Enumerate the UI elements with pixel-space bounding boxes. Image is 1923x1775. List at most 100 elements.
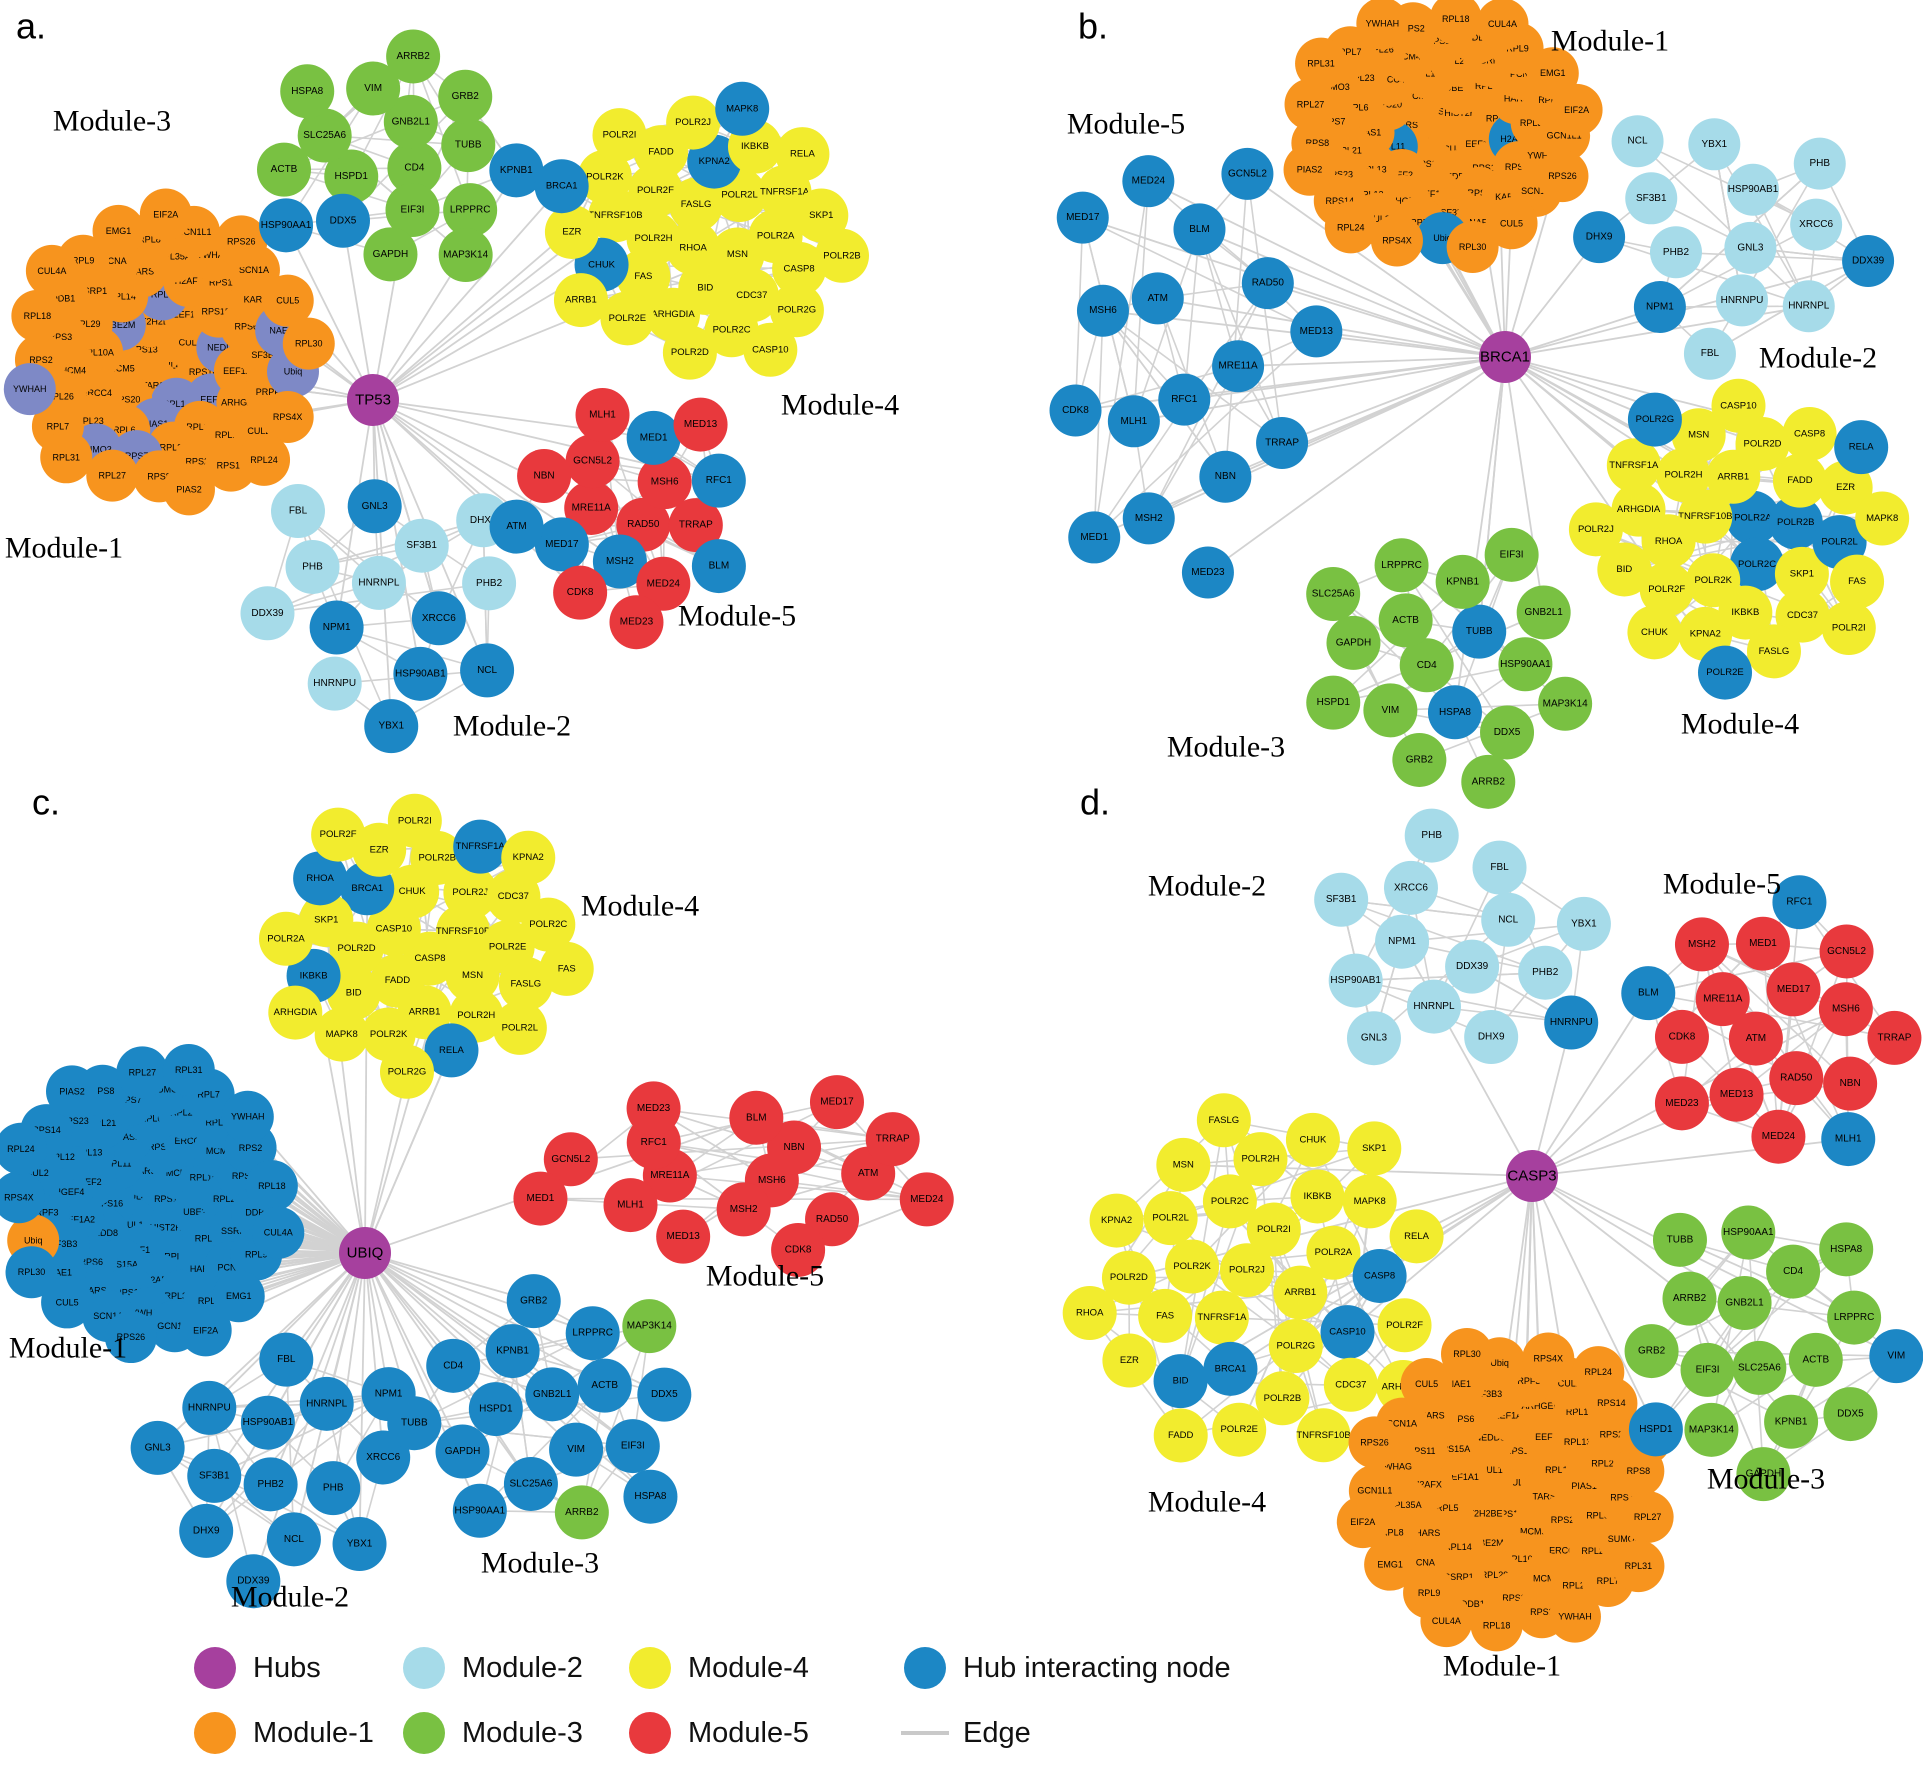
node-label-PIAS1: PIAS1 bbox=[114, 1132, 140, 1142]
node-circle-RPS4X bbox=[1370, 214, 1423, 267]
hub-edge bbox=[1207, 356, 1506, 574]
node-label-RPL6: RPL6 bbox=[140, 1113, 163, 1123]
node-label-ARHGEF4: ARHGEF4 bbox=[1383, 196, 1426, 206]
node-circle-NBN bbox=[517, 449, 572, 504]
node-circle-RPS26 bbox=[1348, 1416, 1401, 1469]
node-POLR2F: POLR2F bbox=[1639, 562, 1694, 617]
node-RPS26: RPS26 bbox=[104, 1311, 157, 1364]
node-label-RPS6: RPS6 bbox=[1451, 1414, 1475, 1424]
node-label-HSP90AB1: HSP90AB1 bbox=[1330, 975, 1381, 986]
node-circle-RFC1 bbox=[691, 453, 746, 508]
node-label-RPS23: RPS23 bbox=[1600, 1430, 1629, 1440]
node-label-NAE1: NAE1 bbox=[269, 326, 293, 336]
node-circle-CDC37 bbox=[1323, 1357, 1378, 1412]
node-DDX5: DDX5 bbox=[1823, 1387, 1878, 1442]
node-circle-EMG1 bbox=[1364, 1538, 1417, 1591]
node-label-MSH2: MSH2 bbox=[1688, 939, 1716, 950]
node-label-POLR2F: POLR2F bbox=[1386, 1320, 1423, 1331]
node-label-POLR2J: POLR2J bbox=[1229, 1265, 1265, 1276]
node-circle-MRE11A bbox=[1695, 972, 1750, 1027]
node-circle-GNB2L1 bbox=[1717, 1276, 1772, 1331]
node-label-GNL3: GNL3 bbox=[145, 1442, 172, 1453]
node-circle-XRCC6 bbox=[411, 591, 466, 646]
node-MED1: MED1 bbox=[1735, 916, 1790, 971]
node-circle-POLR2D bbox=[662, 325, 717, 380]
node-label-RPS2: RPS2 bbox=[1401, 23, 1425, 33]
node-label-RPS7: RPS7 bbox=[1610, 1493, 1634, 1503]
node-label-POLR2L: POLR2L bbox=[1821, 537, 1857, 548]
node-label-FADD: FADD bbox=[385, 975, 410, 986]
node-BLM: BLM bbox=[691, 539, 746, 594]
node-label-MED13: MED13 bbox=[666, 1231, 700, 1242]
node-circle-ATM bbox=[1131, 272, 1184, 325]
node-label-RPL27: RPL27 bbox=[1297, 99, 1325, 109]
node-CDC37: CDC37 bbox=[1323, 1357, 1378, 1412]
node-label-RPS11: RPS11 bbox=[209, 278, 237, 288]
node-circle-ARHGDIA bbox=[268, 985, 323, 1040]
node-label-ACTB: ACTB bbox=[1392, 615, 1419, 626]
node-label-RPL9: RPL9 bbox=[72, 256, 95, 266]
node-circle-CD4 bbox=[387, 140, 442, 195]
node-label-NPM1: NPM1 bbox=[375, 1389, 403, 1400]
node-label-GCN5L2: GCN5L2 bbox=[1827, 946, 1866, 957]
node-label-RPL13: RPL13 bbox=[1564, 1437, 1592, 1447]
node-circle-MSN bbox=[1671, 408, 1726, 463]
node-circle-POLR2I bbox=[1821, 601, 1876, 656]
node-label-RPS13: RPS13 bbox=[129, 345, 158, 355]
node-label-RAD50: RAD50 bbox=[816, 1214, 849, 1225]
node-circle-HSPD1 bbox=[324, 149, 379, 204]
node-MED24: MED24 bbox=[1751, 1109, 1806, 1164]
node-POLR2E: POLR2E bbox=[600, 291, 655, 346]
node-GCN5L2: GCN5L2 bbox=[1221, 147, 1274, 200]
node-ACTB: ACTB bbox=[577, 1358, 632, 1413]
node-HSP90AB1: HSP90AB1 bbox=[240, 1395, 295, 1450]
node-HSPA8: HSPA8 bbox=[623, 1469, 678, 1524]
node-label-POLR2K: POLR2K bbox=[1694, 575, 1732, 586]
node-label-ACTB: ACTB bbox=[271, 164, 298, 175]
panel-letter-BRCA1: b. bbox=[1078, 6, 1108, 47]
node-RELA: RELA bbox=[1834, 420, 1889, 475]
node-label-PIAS1: PIAS1 bbox=[1356, 128, 1382, 138]
node-circle-ACTB bbox=[257, 142, 312, 197]
node-label-RPL7: RPL7 bbox=[1597, 1576, 1620, 1586]
legend-label-m2: Module-2 bbox=[462, 1652, 583, 1684]
node-label-GNL3: GNL3 bbox=[362, 501, 389, 512]
node-circle-RELA bbox=[775, 127, 830, 182]
node-GAPDH: GAPDH bbox=[435, 1424, 490, 1479]
node-SKP1: SKP1 bbox=[1774, 546, 1829, 601]
node-label-EZR: EZR bbox=[1120, 1355, 1139, 1366]
node-circle-POLR2I bbox=[1246, 1202, 1301, 1257]
node-CUL5: CUL5 bbox=[261, 274, 314, 327]
edge bbox=[213, 1393, 389, 1477]
node-RPL27: RPL27 bbox=[116, 1046, 169, 1099]
node-label-RPL29: RPL29 bbox=[1442, 56, 1470, 66]
node-SKP1: SKP1 bbox=[299, 893, 354, 948]
node-ATM: ATM bbox=[1728, 1011, 1783, 1066]
node-label-SF3B3: SF3B3 bbox=[50, 1239, 78, 1249]
node-circle-PHB2 bbox=[462, 556, 517, 611]
node-label-MAPK8: MAPK8 bbox=[1866, 513, 1898, 524]
module-caption-a-m5: Module-5 bbox=[678, 600, 796, 633]
hub-CASP3: CASP3 bbox=[1506, 1150, 1558, 1202]
node-RELA: RELA bbox=[775, 127, 830, 182]
node-circle-RPL30 bbox=[5, 1246, 58, 1299]
node-label-MSN: MSN bbox=[1688, 430, 1709, 441]
node-circle-PHB bbox=[1404, 808, 1459, 863]
node-CASP8: CASP8 bbox=[1352, 1248, 1407, 1303]
node-label-MED17: MED17 bbox=[545, 539, 579, 550]
node-label-DDB1: DDB1 bbox=[51, 293, 75, 303]
node-circle-RELA bbox=[1389, 1209, 1444, 1264]
node-GNL3: GNL3 bbox=[1346, 1011, 1401, 1066]
node-circle-EZR bbox=[1102, 1333, 1157, 1388]
node-label-CHUK: CHUK bbox=[399, 886, 427, 897]
edge bbox=[1179, 1201, 1231, 1382]
node-circle-RPL18 bbox=[11, 289, 64, 342]
node-label-NBN: NBN bbox=[783, 1142, 804, 1153]
node-circle-RPS4X bbox=[0, 1171, 45, 1224]
node-EIF2A: EIF2A bbox=[1550, 83, 1603, 136]
node-CASP8: CASP8 bbox=[772, 241, 827, 296]
node-BLM: BLM bbox=[1173, 203, 1226, 256]
node-label-POLR2E: POLR2E bbox=[1706, 667, 1744, 678]
node-circle-MED23 bbox=[1654, 1076, 1709, 1131]
node-label-HSP90AB1: HSP90AB1 bbox=[395, 668, 446, 679]
